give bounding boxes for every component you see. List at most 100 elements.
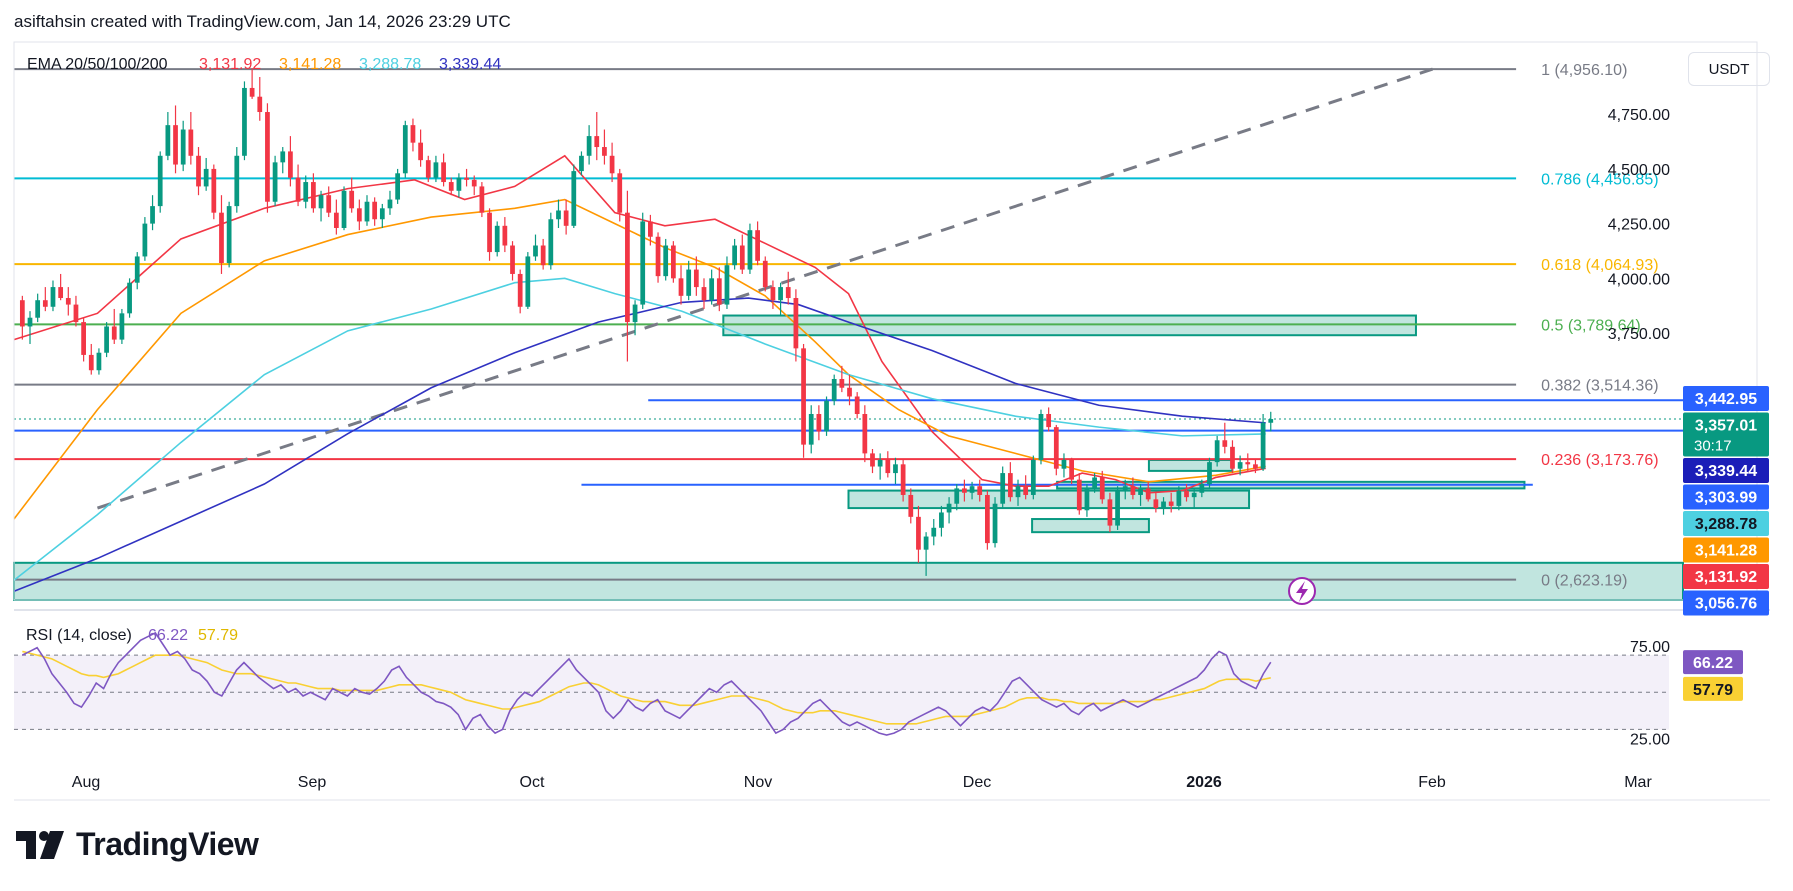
price-tag-label: 3,357.01 xyxy=(1695,418,1757,435)
candle-body xyxy=(257,96,263,113)
currency-selector-button[interactable]: USDT xyxy=(1688,52,1770,86)
candle-body xyxy=(1199,484,1205,493)
candle-body xyxy=(1046,414,1052,428)
candle-body xyxy=(686,269,692,296)
time-axis-label: Sep xyxy=(298,774,327,791)
candle-body xyxy=(1230,446,1235,469)
supply-demand-zone xyxy=(1031,518,1150,534)
candle-body xyxy=(173,125,178,165)
ema-line xyxy=(13,297,1266,592)
candle-body xyxy=(249,87,255,97)
candle-body xyxy=(1237,462,1243,469)
candle-body xyxy=(433,162,439,178)
candle-body xyxy=(648,221,653,237)
candle-body xyxy=(571,171,577,226)
candle-body xyxy=(946,503,952,513)
candle-body xyxy=(1222,440,1228,447)
candle-body xyxy=(1153,499,1159,509)
candle-body xyxy=(19,300,25,327)
candle-body xyxy=(540,245,546,266)
candle-body xyxy=(188,129,194,156)
candle-body xyxy=(778,287,783,301)
candle-body xyxy=(1015,486,1021,498)
rsi-line xyxy=(21,631,1272,736)
candle-body xyxy=(931,527,937,537)
rsi-ma-legend-value: 57.79 xyxy=(198,627,238,644)
time-axis-label: Oct xyxy=(520,774,545,791)
time-axis-label: Nov xyxy=(744,774,772,791)
candle-body xyxy=(180,129,186,165)
rsi-ma-line xyxy=(22,650,1271,725)
price-tag-box xyxy=(1683,412,1769,457)
candle-body xyxy=(969,486,975,493)
candle-body xyxy=(464,177,469,180)
tradingview-logo-text: TradingView xyxy=(76,826,259,862)
zones-layer xyxy=(13,314,1684,601)
candle-body xyxy=(977,486,983,495)
candle-body xyxy=(839,378,845,388)
candle-body xyxy=(134,256,140,283)
candle-body xyxy=(824,400,829,432)
candles-layer xyxy=(19,68,1274,576)
candle-body xyxy=(1053,427,1059,469)
candle-body xyxy=(801,348,806,445)
candle-body xyxy=(962,488,967,493)
candle-body xyxy=(854,396,860,414)
price-tick-label: 4,500.00 xyxy=(1608,162,1670,179)
main-pane-border xyxy=(13,41,1758,601)
price-tick-label: 3,750.00 xyxy=(1608,326,1670,343)
candle-body xyxy=(1122,486,1128,491)
ema-legend-value: 3,288.78 xyxy=(359,56,421,73)
price-axis: 3,750.00 4,000.00 4,250.00 4,500.00 4,750.00 xyxy=(13,41,1770,801)
candle-body xyxy=(295,177,301,202)
candle-body xyxy=(441,162,446,183)
rsi-legend-label: RSI (14, close) xyxy=(26,627,132,644)
candle-body xyxy=(27,317,33,327)
candle-body xyxy=(479,186,485,213)
candle-body xyxy=(586,136,592,156)
candle-body xyxy=(1000,473,1006,504)
fib-level-label: 1 (4,956.10) xyxy=(1541,62,1627,79)
candle-body xyxy=(678,278,684,296)
tradingview-logo[interactable]: TradingView xyxy=(16,826,259,863)
candle-body xyxy=(870,453,875,467)
candle-body xyxy=(196,155,201,187)
candle-body xyxy=(1214,440,1220,463)
price-tag-label: 3,141.28 xyxy=(1695,543,1757,560)
candle-body xyxy=(548,219,554,266)
candle-body xyxy=(448,182,454,191)
candle-body xyxy=(142,223,148,257)
candle-body xyxy=(724,265,730,305)
time-axis-label: Mar xyxy=(1624,774,1652,791)
time-axis-label: 2026 xyxy=(1186,774,1222,791)
supply-demand-zone xyxy=(722,314,1417,337)
candle-body xyxy=(81,322,86,355)
candle-body xyxy=(303,182,309,202)
candle-body xyxy=(402,125,408,174)
price-tag-box xyxy=(1683,458,1769,483)
price-tag-box xyxy=(1683,590,1769,616)
candle-body xyxy=(318,195,324,209)
price-tick-label: 4,750.00 xyxy=(1608,107,1670,124)
candle-body xyxy=(579,155,584,172)
candle-body xyxy=(1107,499,1113,526)
candle-body xyxy=(632,304,638,323)
rsi-tick-label: 75.00 xyxy=(1630,639,1670,656)
candle-body xyxy=(372,201,378,220)
candle-body xyxy=(280,151,286,163)
ema-legend-value: 3,141.28 xyxy=(279,56,341,73)
candle-body xyxy=(663,245,669,277)
candle-body xyxy=(311,182,316,209)
rsi-legend-value: 66.22 xyxy=(148,627,188,644)
candle-body xyxy=(1253,464,1258,469)
candle-body xyxy=(234,155,240,207)
rsi-ma-value-tag-label: 57.79 xyxy=(1693,682,1733,699)
candle-body xyxy=(410,125,416,143)
candle-body xyxy=(640,221,646,305)
candle-body xyxy=(471,179,477,187)
candle-body xyxy=(816,414,822,432)
time-axis-label: Aug xyxy=(72,774,100,791)
candle-body xyxy=(693,269,699,288)
chart-attribution: asiftahsin created with TradingView.com,… xyxy=(14,12,511,31)
